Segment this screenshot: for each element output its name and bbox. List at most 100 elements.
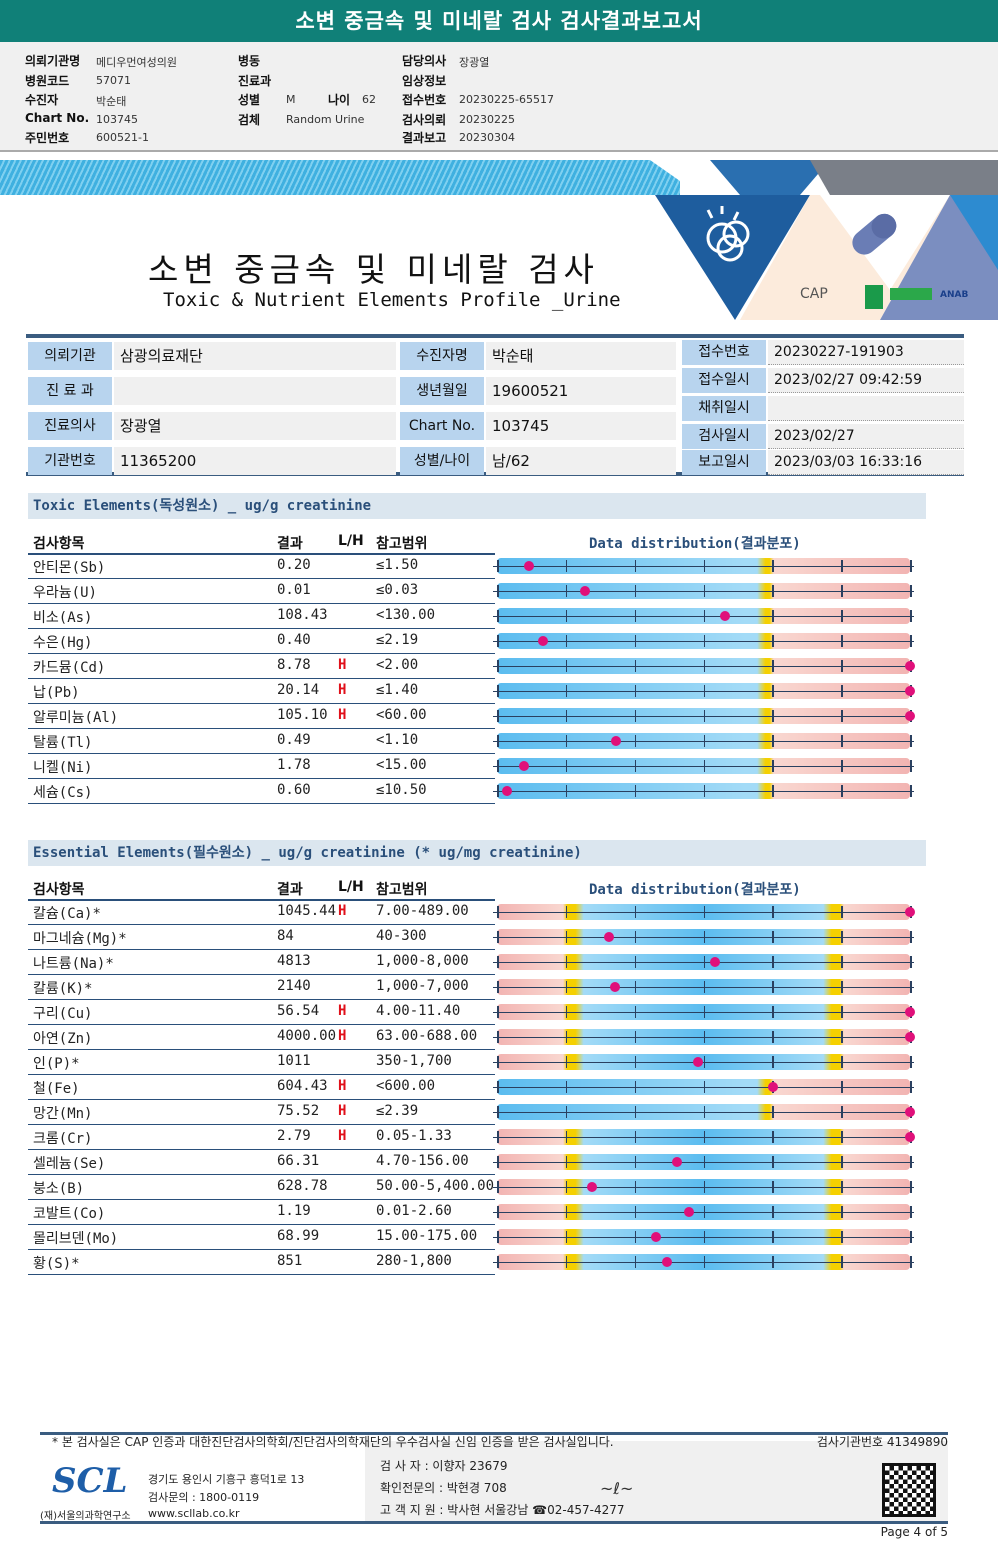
order-label: 담당의사 bbox=[402, 54, 447, 68]
distribution-bar bbox=[493, 558, 914, 574]
axis-tick bbox=[841, 931, 843, 943]
header-divider bbox=[28, 899, 495, 901]
axis-tick bbox=[497, 760, 499, 772]
axis-tick bbox=[634, 1056, 637, 1068]
report-subtitle: Toxic & Nutrient Elements Profile _Urine bbox=[163, 289, 621, 311]
axis-tick bbox=[634, 585, 637, 597]
order-value: Random Urine bbox=[286, 113, 365, 126]
axis-tick bbox=[841, 1156, 843, 1168]
distribution-bar bbox=[493, 783, 914, 799]
element-name: 크롬(Cr) bbox=[33, 1131, 93, 1147]
result-marker bbox=[905, 1007, 915, 1017]
axis-tick bbox=[565, 1156, 568, 1168]
order-label: 병원코드 bbox=[25, 74, 70, 88]
axis-tick bbox=[565, 981, 568, 993]
element-name: 칼슘(Ca)* bbox=[33, 906, 101, 922]
result-marker bbox=[610, 736, 621, 746]
patient-value: 삼광의료재단 bbox=[114, 342, 396, 370]
axis-tick bbox=[841, 635, 843, 647]
axis-tick bbox=[634, 1081, 637, 1093]
banner-graphic: CAP ANAB bbox=[650, 160, 998, 320]
axis-tick bbox=[772, 1106, 774, 1118]
axis-tick bbox=[497, 1206, 499, 1218]
result-marker bbox=[710, 957, 721, 967]
table-row: 황(S)* 851 280-1,800 bbox=[28, 1250, 495, 1275]
table-row: 크롬(Cr) 2.79 H 0.05-1.33 bbox=[28, 1125, 495, 1150]
axis-tick bbox=[565, 710, 568, 722]
website[interactable]: www.scllab.co.kr bbox=[148, 1507, 240, 1520]
element-name: 아연(Zn) bbox=[33, 1031, 93, 1047]
axis-tick bbox=[841, 1031, 843, 1043]
axis-tick bbox=[772, 760, 774, 772]
distribution-bar bbox=[493, 1179, 914, 1195]
axis-tick bbox=[497, 906, 499, 918]
page-number: Page 4 of 5 bbox=[880, 1525, 948, 1539]
reference-range: ≤1.40 bbox=[376, 682, 419, 698]
element-name: 나트륨(Na)* bbox=[33, 956, 114, 972]
reference-range: 1,000-8,000 bbox=[376, 953, 469, 969]
order-label: 주민번호 bbox=[25, 131, 70, 145]
patient-label: 접수일시 bbox=[682, 368, 766, 393]
result-marker bbox=[905, 661, 915, 671]
result-marker bbox=[662, 1257, 673, 1267]
axis-tick bbox=[910, 1231, 912, 1243]
axis-tick bbox=[703, 1206, 705, 1218]
result-marker bbox=[693, 1057, 704, 1067]
result-marker bbox=[651, 1232, 661, 1242]
distribution-bar bbox=[493, 1079, 914, 1095]
axis-tick bbox=[841, 660, 843, 672]
customer-support: 고 객 지 원 : 박사현 서울강남 ☎02-457-4277 bbox=[380, 1503, 625, 1517]
axis-tick bbox=[703, 956, 705, 968]
table-row: 구리(Cu) 56.54 H 4.00-11.40 bbox=[28, 1000, 495, 1025]
patient-value: 11365200 bbox=[114, 447, 396, 475]
element-name: 철(Fe) bbox=[33, 1081, 80, 1097]
result-marker bbox=[905, 1107, 915, 1117]
qr-code bbox=[882, 1463, 936, 1517]
distribution-bar bbox=[493, 954, 914, 970]
axis-tick bbox=[910, 760, 912, 772]
order-label: 검사의뢰 bbox=[402, 113, 447, 127]
axis-tick bbox=[565, 1006, 568, 1018]
patient-value: 장광열 bbox=[114, 412, 396, 440]
age-label: 나이 bbox=[328, 93, 351, 107]
axis-tick bbox=[841, 1006, 843, 1018]
axis-tick bbox=[565, 760, 568, 772]
result-value: 2.79 bbox=[277, 1128, 311, 1144]
column-header-result: 결과 bbox=[277, 882, 303, 898]
order-label: 결과보고 bbox=[402, 131, 447, 145]
address: 경기도 용인시 기흥구 흥덕1로 13 bbox=[148, 1473, 305, 1486]
axis-tick bbox=[634, 931, 637, 943]
patient-label: 기관번호 bbox=[28, 447, 112, 475]
org-name: (재)서울의과학연구소 bbox=[40, 1511, 131, 1522]
axis-tick bbox=[772, 1206, 774, 1218]
axis-tick bbox=[634, 1256, 637, 1268]
axis-tick bbox=[565, 735, 568, 747]
axis-tick bbox=[910, 585, 912, 597]
element-name: 우라늄(U) bbox=[33, 585, 97, 601]
axis-tick bbox=[703, 906, 705, 918]
order-label: 진료과 bbox=[238, 74, 272, 88]
axis-tick bbox=[841, 710, 843, 722]
reference-range: 4.00-11.40 bbox=[376, 1003, 461, 1019]
axis-tick bbox=[910, 956, 912, 968]
table-row: 코발트(Co) 1.19 0.01-2.60 bbox=[28, 1200, 495, 1225]
patient-value bbox=[768, 396, 964, 421]
element-name: 납(Pb) bbox=[33, 685, 80, 701]
table-row: 몰리브덴(Mo) 68.99 15.00-175.00 bbox=[28, 1225, 495, 1250]
result-value: 108.43 bbox=[277, 607, 328, 623]
high-low-flag: H bbox=[338, 1028, 347, 1044]
order-value: 600521-1 bbox=[96, 131, 149, 144]
footer-notice: * 본 검사실은 CAP 인증과 대한진단검사의학회/진단검사의학재단의 우수검… bbox=[52, 1435, 614, 1449]
axis-tick bbox=[772, 1006, 774, 1018]
axis-tick bbox=[565, 660, 568, 672]
axis-tick bbox=[565, 1206, 568, 1218]
axis-tick bbox=[634, 785, 637, 797]
result-marker bbox=[905, 1032, 915, 1042]
element-name: 망간(Mn) bbox=[33, 1106, 93, 1122]
order-label: 의뢰기관명 bbox=[25, 54, 81, 68]
patient-value: 2023/02/27 09:42:59 bbox=[768, 368, 964, 393]
axis-tick bbox=[634, 1106, 637, 1118]
patient-label: 의뢰기관 bbox=[28, 342, 112, 370]
axis-tick bbox=[772, 1256, 774, 1268]
axis-tick bbox=[634, 635, 637, 647]
